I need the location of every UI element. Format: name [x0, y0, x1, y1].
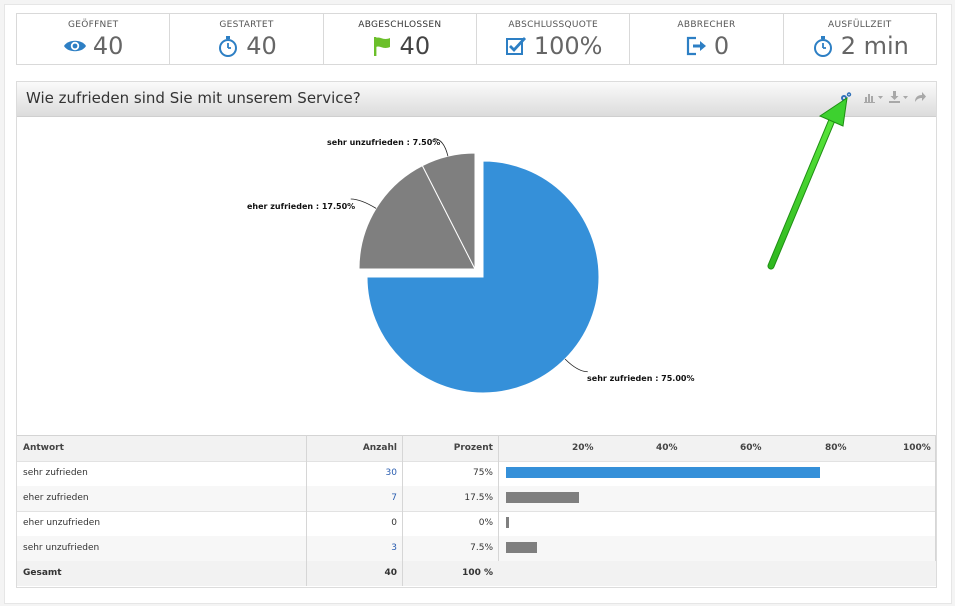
exit-icon	[686, 36, 706, 56]
label-eher-zufrieden: eher zufrieden : 17.50%	[247, 202, 356, 211]
row-answer: eher zufrieden	[23, 493, 89, 503]
row-percent: 0%	[478, 518, 493, 528]
question-panel: Wie zufrieden sind Sie mit unserem Servi…	[16, 81, 937, 588]
chart-type-icon[interactable]	[864, 91, 884, 103]
leader-line	[350, 198, 377, 209]
row-count-link[interactable]: 30	[385, 468, 397, 478]
panel-title: Wie zufrieden sind Sie mit unserem Servi…	[26, 89, 361, 107]
row-answer: sehr unzufrieden	[23, 543, 100, 553]
stat-label: AUSFÜLLZEIT	[828, 20, 892, 30]
header-count: Anzahl	[362, 443, 397, 453]
table-row: eher zufrieden 7 17.5%	[17, 486, 936, 512]
row-count: 0	[391, 518, 397, 528]
pie-slice-sehr-zufrieden[interactable]	[366, 160, 600, 394]
table-row: sehr zufrieden 30 75%	[17, 461, 936, 487]
table-total-row: Gesamt 40 100 %	[17, 561, 936, 586]
stat-label: GESTARTET	[219, 20, 274, 30]
axis-tick: 100%	[903, 443, 931, 453]
leader-line	[433, 138, 449, 157]
table-row: sehr unzufrieden 3 7.5%	[17, 536, 936, 562]
stat-value: 40	[399, 32, 431, 60]
page: GEÖFFNET 40 GESTARTET 40 ABGESCHL	[4, 4, 952, 604]
axis-tick: 80%	[825, 443, 847, 453]
stat-abbrecher: ABBRECHER 0	[630, 14, 784, 64]
axis-tick: 20%	[572, 443, 594, 453]
stat-abgeschlossen: ABGESCHLOSSEN 40	[324, 14, 477, 64]
stat-geoeffnet: GEÖFFNET 40	[17, 14, 171, 64]
flag-icon	[373, 37, 390, 56]
stats-bar: GEÖFFNET 40 GESTARTET 40 ABGESCHL	[16, 13, 937, 65]
header-percent: Prozent	[453, 443, 493, 453]
row-percent: 75%	[472, 468, 493, 478]
stat-abschlussquote: ABSCHLUSSQUOTE 100%	[477, 14, 631, 64]
label-sehr-unzufrieden: sehr unzufrieden : 7.50%	[327, 138, 441, 147]
axis-tick: 40%	[656, 443, 678, 453]
column-divider	[498, 435, 499, 561]
row-bar	[506, 467, 821, 478]
column-divider	[306, 435, 307, 586]
stat-value: 100%	[533, 32, 603, 60]
row-answer: sehr zufrieden	[23, 468, 88, 478]
total-percent: 100 %	[462, 568, 493, 578]
stat-gestartet: GESTARTET 40	[170, 14, 324, 64]
stopwatch-icon	[813, 36, 832, 57]
row-count-link[interactable]: 7	[391, 493, 397, 503]
table-header: Antwort Anzahl Prozent 20% 40% 60% 80% 1…	[17, 435, 936, 462]
stat-ausfuellzeit: AUSFÜLLZEIT 2 min	[784, 14, 936, 64]
eye-icon	[63, 40, 86, 52]
column-divider	[402, 435, 403, 586]
row-percent: 7.5%	[470, 543, 493, 553]
axis-tick: 60%	[740, 443, 762, 453]
stat-label: GEÖFFNET	[67, 20, 119, 30]
stat-value: 40	[246, 32, 277, 60]
panel-header: Wie zufrieden sind Sie mit unserem Servi…	[17, 82, 936, 117]
label-sehr-zufrieden: sehr zufrieden : 75.00%	[587, 374, 695, 383]
leader-line	[564, 358, 588, 373]
stat-value: 2 min	[840, 32, 909, 60]
row-answer: eher unzufrieden	[23, 518, 101, 528]
column-divider	[935, 435, 936, 561]
stat-label: ABBRECHER	[677, 20, 736, 30]
share-icon[interactable]	[914, 91, 926, 103]
total-count: 40	[384, 568, 397, 578]
stopwatch-icon	[219, 36, 238, 57]
download-icon[interactable]	[889, 91, 909, 103]
stat-label: ABSCHLUSSQUOTE	[508, 20, 598, 30]
row-percent: 17.5%	[464, 493, 493, 503]
pie-slice-sehr-unzufrieden[interactable]	[421, 152, 476, 270]
pie-chart	[350, 138, 600, 394]
checkbox-icon	[505, 37, 526, 55]
annotation-arrow	[767, 96, 848, 270]
stat-value: 0	[713, 32, 730, 60]
table-row: eher unzufrieden 0 0%	[17, 511, 936, 537]
total-label: Gesamt	[23, 568, 62, 578]
stat-value: 40	[92, 32, 124, 60]
pie-slice-eher-zufrieden[interactable]	[358, 164, 476, 270]
row-bar	[506, 492, 580, 503]
row-count-link[interactable]: 3	[391, 543, 397, 553]
row-bar	[506, 542, 538, 553]
stat-label: ABGESCHLOSSEN	[358, 20, 442, 30]
header-answer: Antwort	[23, 443, 64, 453]
row-bar	[506, 517, 509, 528]
